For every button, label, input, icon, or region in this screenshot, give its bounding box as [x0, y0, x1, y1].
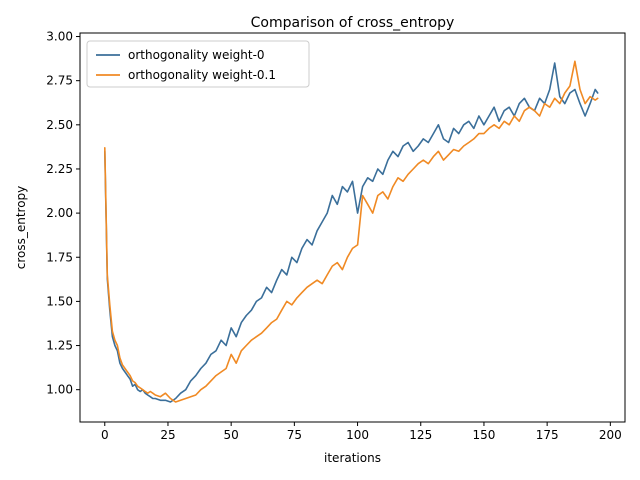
x-tick-label: 175	[536, 428, 559, 442]
y-tick-label: 1.75	[46, 250, 73, 264]
y-tick-label: 1.50	[46, 294, 73, 308]
y-tick-label: 1.25	[46, 339, 73, 353]
chart-title: Comparison of cross_entropy	[251, 15, 455, 31]
y-tick-label: 2.50	[46, 118, 73, 132]
x-tick-label: 0	[101, 428, 109, 442]
x-tick-label: 200	[599, 428, 622, 442]
x-tick-label: 25	[160, 428, 175, 442]
x-tick-label: 100	[346, 428, 369, 442]
y-axis: 1.00 1.25 1.50 1.75 2.00 2.25 2.50 2.75 3.00	[46, 30, 80, 397]
x-axis: 0 25 50 75 100 125 150 175 200	[101, 422, 622, 442]
x-tick-label: 125	[409, 428, 432, 442]
plot-area	[79, 32, 626, 423]
x-tick-label: 50	[224, 428, 239, 442]
y-tick-label: 1.00	[46, 383, 73, 397]
y-tick-label: 2.75	[46, 74, 73, 88]
y-tick-label: 3.00	[46, 30, 73, 44]
y-tick-label: 2.25	[46, 162, 73, 176]
series-line-0	[104, 62, 599, 403]
legend: orthogonality weight-0 orthogonality weig…	[86, 40, 310, 88]
legend-label-1: orthogonality weight-0.1	[128, 68, 276, 82]
y-axis-label: cross_entropy	[14, 186, 28, 270]
x-axis-label: iterations	[324, 451, 381, 465]
legend-label-0: orthogonality weight-0	[128, 48, 265, 62]
y-tick-label: 2.00	[46, 206, 73, 220]
x-tick-label: 75	[287, 428, 302, 442]
x-tick-label: 150	[472, 428, 495, 442]
legend-box	[86, 40, 310, 88]
series-line-1	[104, 60, 599, 403]
plot-frame	[79, 32, 626, 423]
